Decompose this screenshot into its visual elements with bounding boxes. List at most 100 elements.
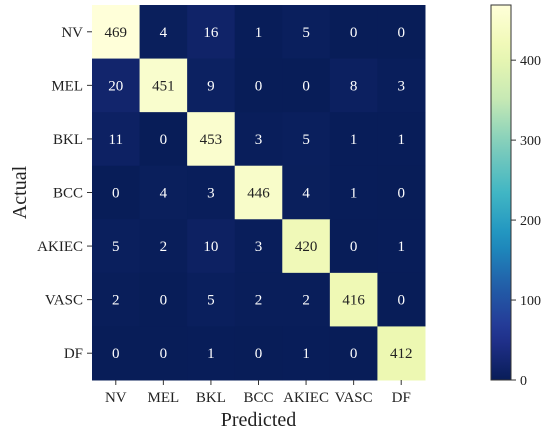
heatmap-cell (234, 112, 283, 167)
cell-value-label: 446 (247, 185, 270, 201)
heatmap-cell (139, 219, 188, 274)
cell-value-label: 3 (397, 78, 405, 94)
heatmap-cell (282, 5, 331, 60)
colorbar-tick-label: 100 (520, 294, 541, 309)
cell-value-label: 1 (350, 185, 358, 201)
cell-value-label: 2 (255, 293, 263, 309)
heatmap-cell (377, 58, 426, 113)
x-tick-label: VASC (335, 390, 373, 406)
cell-value-label: 3 (207, 185, 215, 201)
cell-value-label: 469 (105, 25, 128, 41)
colorbar-tick-label: 200 (520, 214, 541, 229)
heatmap-cell (377, 219, 426, 274)
cell-value-label: 0 (160, 346, 168, 362)
y-tick-label: BCC (53, 185, 83, 201)
cell-value-label: 2 (160, 239, 168, 255)
cell-value-label: 5 (302, 25, 310, 41)
colorbar-ticks: 0 100 200 300 400 (511, 54, 541, 389)
heatmap-cell (329, 5, 378, 60)
heatmap-cell (234, 326, 283, 381)
heatmap-cell (377, 272, 426, 327)
cell-value-label: 0 (397, 185, 405, 201)
x-tick-label: AKIEC (283, 390, 329, 406)
heatmap-cell (234, 219, 283, 274)
cell-value-label: 8 (350, 78, 358, 94)
colorbar-tick-label: 300 (520, 134, 541, 149)
x-tick-label: MEL (148, 390, 180, 406)
y-tick-label: NV (61, 25, 83, 41)
heatmap-cell (377, 165, 426, 220)
cell-value-label: 3 (255, 132, 263, 148)
heatmap-cell (234, 272, 283, 327)
cell-value-label: 4 (160, 25, 168, 41)
cell-value-label: 0 (350, 346, 358, 362)
y-tick-label: AKIEC (37, 239, 83, 255)
heatmap-cell (139, 58, 188, 113)
heatmap-cell (92, 272, 141, 327)
x-axis-title: Predicted (221, 409, 297, 431)
heatmap-cell (187, 165, 236, 220)
x-tick-label: NV (105, 390, 127, 406)
heatmap-cell (329, 112, 378, 167)
cell-value-label: 1 (255, 25, 263, 41)
colorbar-tick-label: 0 (520, 374, 527, 389)
cell-value-label: 16 (203, 25, 219, 41)
cell-value-label: 0 (397, 293, 405, 309)
heatmap-cell (92, 5, 141, 60)
heatmap-cell (282, 326, 331, 381)
cell-value-label: 0 (160, 293, 168, 309)
cell-value-label: 1 (397, 239, 405, 255)
heatmap-cell (139, 165, 188, 220)
heatmap-cell (92, 112, 141, 167)
cell-value-label: 9 (207, 78, 215, 94)
cell-value-label: 2 (112, 293, 120, 309)
heatmap-cell (187, 58, 236, 113)
heatmap-cell (282, 58, 331, 113)
heatmap-cell (282, 165, 331, 220)
cell-value-label: 451 (152, 78, 175, 94)
cell-value-label: 1 (302, 346, 310, 362)
x-tick-labels: NV MEL BKL BCC AKIEC VASC DF (105, 379, 411, 406)
cell-value-label: 0 (112, 185, 120, 201)
heatmap-cell (92, 58, 141, 113)
heatmap-cell (329, 272, 378, 327)
heatmap-cell (282, 112, 331, 167)
cell-value-label: 420 (295, 239, 318, 255)
heatmap-cell (234, 165, 283, 220)
cell-value-label: 3 (255, 239, 263, 255)
heatmap-cells: 469 4 16 1 5 0 020 451 9 0 0 8 311 0 453 3 5 1 10 4 3 446 4 1 05… (92, 5, 426, 381)
y-tick-label: BKL (53, 132, 83, 148)
cell-value-label: 0 (112, 346, 120, 362)
heatmap-cell (92, 219, 141, 274)
heatmap-cell (377, 5, 426, 60)
colorbar (490, 4, 512, 381)
x-tick-label: DF (392, 390, 411, 406)
heatmap-cell (187, 219, 236, 274)
cell-value-label: 0 (255, 78, 263, 94)
y-tick-label: DF (64, 346, 83, 362)
y-tick-labels: NV MEL BKL BCC AKIEC VASC DF (37, 25, 92, 362)
heatmap-cell (139, 112, 188, 167)
cell-value-label: 2 (302, 293, 310, 309)
cell-value-label: 5 (112, 239, 120, 255)
colorbar-tick-label: 400 (520, 54, 541, 69)
heatmap-cell (329, 165, 378, 220)
cell-value-label: 0 (397, 25, 405, 41)
cell-value-label: 412 (390, 346, 413, 362)
heatmap-cell (377, 326, 426, 381)
cell-value-label: 1 (397, 132, 405, 148)
heatmap-cell (329, 326, 378, 381)
heatmap-cell (92, 165, 141, 220)
y-tick-label: VASC (45, 293, 83, 309)
heatmap-cell (234, 5, 283, 60)
cell-value-label: 1 (207, 346, 215, 362)
heatmap-cell (139, 272, 188, 327)
cell-value-label: 5 (302, 132, 310, 148)
cell-value-label: 416 (342, 293, 365, 309)
cell-value-label: 4 (302, 185, 310, 201)
heatmap-cell (282, 219, 331, 274)
cell-value-label: 4 (160, 185, 168, 201)
heatmap-cell (187, 112, 236, 167)
cell-value-label: 453 (200, 132, 223, 148)
